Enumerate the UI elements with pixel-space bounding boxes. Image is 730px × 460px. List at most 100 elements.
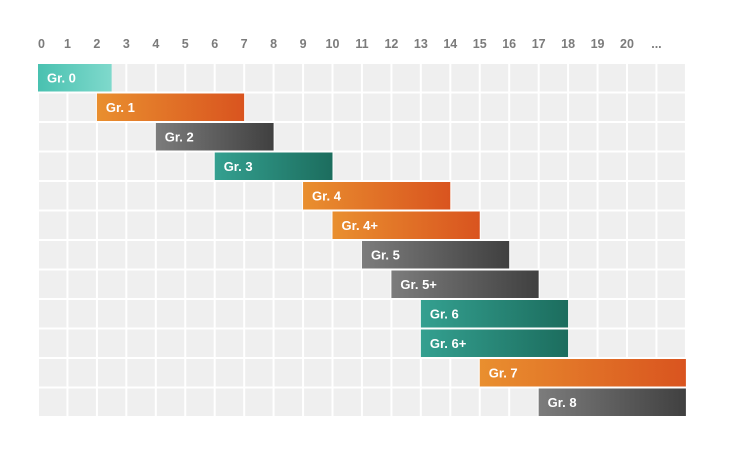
grid-cell [362, 388, 391, 416]
grid-cell [539, 123, 568, 151]
grid-cell [362, 300, 391, 328]
grid-cell [539, 152, 568, 180]
grid-cell [598, 300, 626, 328]
bar-rect [420, 300, 569, 328]
grid-cell [68, 300, 96, 328]
grid-cell [274, 388, 303, 416]
grid-cell [274, 329, 303, 357]
grid-cell [569, 270, 597, 298]
x-tick-label: ... [651, 37, 661, 51]
grid-cell [510, 93, 538, 121]
grid-cell [274, 211, 303, 239]
grid-cell [68, 182, 96, 210]
grid-cell [68, 93, 96, 121]
grid-cell [186, 329, 214, 357]
grid-cell [362, 270, 391, 298]
grid-cell [362, 329, 391, 357]
grid-cell [127, 270, 155, 298]
bar-gr-2: Gr. 2 [155, 123, 274, 151]
bar-rect [96, 93, 245, 121]
grid-cell [39, 388, 67, 416]
grid-cell [97, 211, 126, 239]
grid-cell [304, 211, 332, 239]
grid-cell [304, 64, 332, 92]
grid-cell [156, 329, 185, 357]
grid-cell [569, 93, 597, 121]
x-tick-label: 7 [241, 37, 248, 51]
grid-cell [510, 211, 538, 239]
grid-cell [569, 300, 597, 328]
grid-cell [657, 241, 685, 269]
grid-cell [333, 359, 361, 387]
grid-cell [274, 64, 303, 92]
grid-cell [598, 64, 626, 92]
grid-cell [97, 152, 126, 180]
bar-rect [332, 211, 480, 239]
grid-cell [657, 64, 685, 92]
grid-cell [68, 359, 96, 387]
grid-cell [598, 211, 626, 239]
x-tick-label: 9 [300, 37, 307, 51]
grid-cell [657, 123, 685, 151]
grid-cell [68, 270, 96, 298]
bar-gr-7: Gr. 7 [479, 359, 686, 387]
grid-cell [274, 300, 303, 328]
bar-gr-4-plus: Gr. 4+ [332, 211, 480, 239]
grid-cell [245, 241, 273, 269]
bar-rect [303, 182, 451, 210]
grid-cell [362, 93, 391, 121]
bar-rect [361, 241, 510, 269]
grid-cell [392, 64, 420, 92]
grid-cell [569, 211, 597, 239]
grid-cell [68, 241, 96, 269]
bar-label: Gr. 4 [312, 188, 342, 203]
grid-cell [97, 359, 126, 387]
grid-cell [68, 329, 96, 357]
grid-cell [186, 152, 214, 180]
grid-cell [245, 182, 273, 210]
x-tick-label: 17 [532, 37, 546, 51]
bar-label: Gr. 4+ [342, 218, 379, 233]
x-tick-label: 20 [620, 37, 634, 51]
grid-cell [245, 329, 273, 357]
bar-rect [155, 123, 274, 151]
grid-cell [539, 211, 568, 239]
grid-cell [451, 64, 479, 92]
grid-cell [274, 241, 303, 269]
grid-cell [186, 270, 214, 298]
grid-cell [421, 123, 450, 151]
grid-cell [451, 152, 479, 180]
grid-cell [127, 359, 155, 387]
grid-cell [539, 270, 568, 298]
grid-cell [598, 241, 626, 269]
grid-cell [304, 270, 332, 298]
grid-cell [186, 359, 214, 387]
grid-cell [68, 211, 96, 239]
grid-cell [274, 182, 303, 210]
grid-cell [304, 93, 332, 121]
grid-cell [480, 388, 509, 416]
x-tick-label: 10 [326, 37, 340, 51]
grid-cell [97, 388, 126, 416]
grid-cell [127, 182, 155, 210]
grid-cell [97, 123, 126, 151]
grid-cell [628, 270, 656, 298]
bar-gr-5-plus: Gr. 5+ [391, 270, 539, 298]
grid-cell [569, 64, 597, 92]
grid-cell [39, 211, 67, 239]
grid-cell [510, 388, 538, 416]
grid-cell [421, 93, 450, 121]
bar-rect [214, 152, 333, 180]
x-tick-label: 1 [64, 37, 71, 51]
grid-cell [480, 123, 509, 151]
grid-cell [245, 270, 273, 298]
grid-cell [510, 64, 538, 92]
grid-cell [392, 329, 420, 357]
grid-cell [333, 241, 361, 269]
grid-cell [127, 64, 155, 92]
grid-cell [510, 182, 538, 210]
grid-cell [657, 182, 685, 210]
x-tick-label: 2 [93, 37, 100, 51]
x-tick-label: 3 [123, 37, 130, 51]
grid-cell [510, 152, 538, 180]
